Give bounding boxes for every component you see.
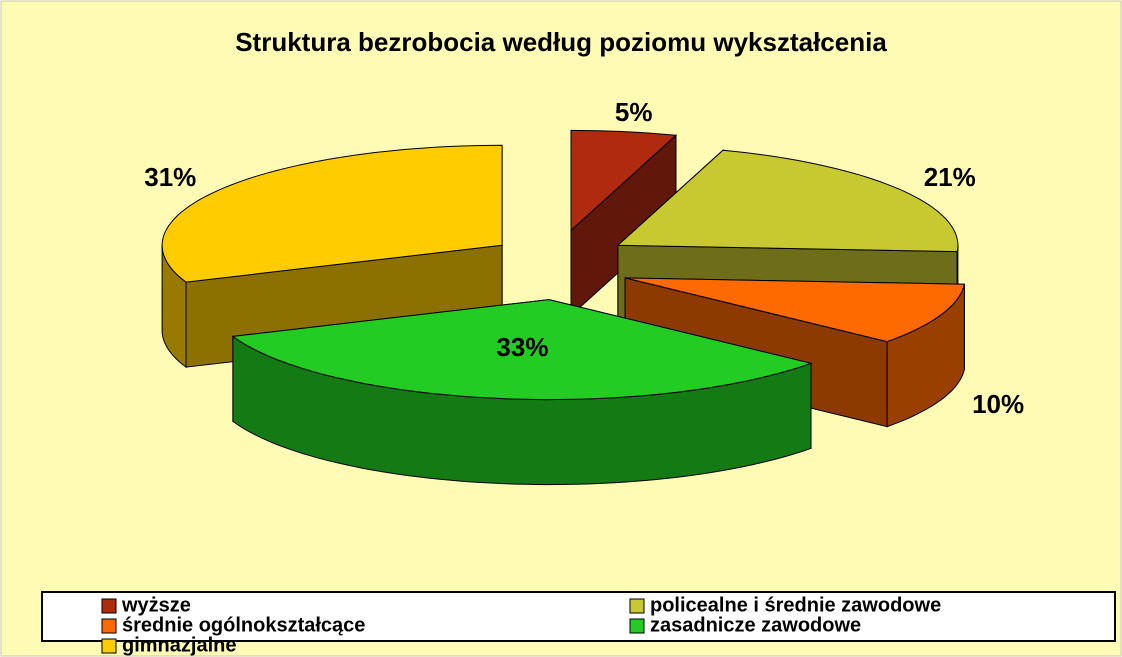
- legend-swatch: [101, 598, 117, 614]
- data-label: 21%: [924, 162, 976, 192]
- slice-top: [570, 129, 678, 232]
- legend-label: policealne i średnie zawodowe: [650, 594, 941, 616]
- legend-label: średnie ogólnokształcące: [122, 614, 365, 636]
- data-label: 10%: [972, 389, 1024, 419]
- legend-label: wyższe: [121, 594, 191, 616]
- legend-swatch: [629, 618, 645, 634]
- legend-label: gimnazjalne: [122, 634, 236, 656]
- slice-top: [616, 149, 959, 253]
- legend-box: [41, 591, 1116, 642]
- slice-top: [161, 144, 503, 283]
- data-label: 5%: [615, 97, 653, 127]
- data-label: 31%: [144, 162, 196, 192]
- legend-swatch: [629, 598, 645, 614]
- slice-top: [624, 277, 966, 343]
- data-label: 33%: [496, 332, 548, 362]
- legend-swatch: [101, 618, 117, 634]
- slice-top: [231, 299, 813, 401]
- legend-label: zasadnicze zawodowe: [650, 614, 861, 636]
- legend-swatch: [101, 638, 117, 654]
- chart-title: Struktura bezrobocia według poziomu wyks…: [235, 27, 887, 57]
